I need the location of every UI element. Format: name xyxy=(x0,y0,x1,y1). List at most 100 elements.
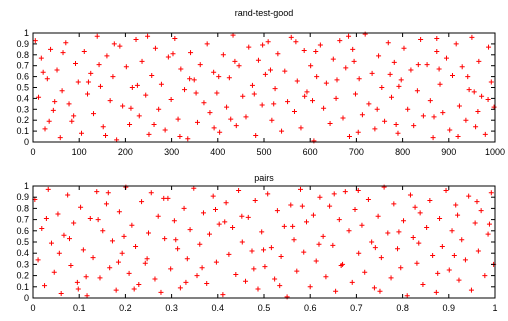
data-point xyxy=(194,273,200,279)
data-point xyxy=(446,267,452,273)
data-point xyxy=(418,37,424,43)
data-point xyxy=(362,31,368,37)
data-point xyxy=(408,67,414,73)
data-point xyxy=(462,257,468,263)
y-tick-label: 0.5 xyxy=(16,83,29,93)
data-point xyxy=(293,39,299,45)
x-tick-label: 0.8 xyxy=(396,303,409,313)
data-point xyxy=(80,247,86,253)
data-point xyxy=(427,198,433,204)
data-point xyxy=(194,119,200,125)
data-point xyxy=(449,228,455,234)
data-point xyxy=(320,233,326,239)
data-point xyxy=(236,187,242,193)
data-point xyxy=(127,122,133,128)
data-point xyxy=(430,135,436,141)
data-point xyxy=(302,93,308,99)
y-tick-label: 0.1 xyxy=(16,126,29,136)
y-tick-label: 0.9 xyxy=(16,192,29,202)
data-point xyxy=(359,222,365,228)
data-point xyxy=(333,95,339,101)
data-point xyxy=(372,245,378,251)
data-point xyxy=(184,256,190,262)
data-point xyxy=(352,91,358,97)
data-point xyxy=(168,266,174,272)
data-point xyxy=(233,271,239,277)
data-point xyxy=(149,73,155,79)
data-point xyxy=(57,135,63,141)
data-point xyxy=(488,79,494,85)
data-point xyxy=(84,293,90,299)
data-point xyxy=(355,129,361,135)
data-point xyxy=(395,246,401,252)
data-point xyxy=(401,45,407,51)
data-point xyxy=(475,248,481,254)
data-point xyxy=(407,192,413,198)
y-tick-label: 0.3 xyxy=(16,259,29,269)
data-point xyxy=(199,265,205,271)
data-point xyxy=(333,288,339,294)
data-point xyxy=(443,55,449,61)
data-point xyxy=(121,233,127,239)
data-point xyxy=(162,127,168,133)
data-point xyxy=(40,69,46,75)
data-point xyxy=(212,207,218,213)
data-point xyxy=(224,104,230,110)
data-point xyxy=(365,196,371,202)
data-point xyxy=(129,85,135,90)
data-point xyxy=(255,286,261,292)
x-tick-label: 1000 xyxy=(485,147,505,157)
data-point xyxy=(375,213,381,219)
data-point xyxy=(66,101,72,107)
data-point xyxy=(372,126,378,132)
data-point xyxy=(107,98,113,104)
data-point xyxy=(466,193,472,199)
data-point xyxy=(379,85,385,90)
data-point xyxy=(284,294,290,300)
data-point xyxy=(323,274,329,280)
data-point xyxy=(35,257,41,263)
data-point xyxy=(420,113,426,119)
y-tick-label: 0.9 xyxy=(16,39,29,49)
data-point xyxy=(451,252,457,258)
x-tick-label: 400 xyxy=(210,147,225,157)
data-point xyxy=(304,219,310,225)
data-point xyxy=(172,35,178,41)
data-point xyxy=(414,260,420,266)
data-point xyxy=(281,223,287,229)
data-point xyxy=(389,94,395,100)
data-point xyxy=(437,215,443,221)
data-point xyxy=(243,114,249,120)
data-point xyxy=(449,73,455,79)
data-point xyxy=(310,98,316,104)
x-tick-label: 900 xyxy=(441,147,456,157)
data-point xyxy=(233,123,239,129)
data-point xyxy=(398,265,404,271)
data-point xyxy=(116,209,122,215)
data-point xyxy=(346,33,352,39)
data-point xyxy=(191,77,197,83)
data-point xyxy=(162,236,168,242)
data-point xyxy=(259,229,265,235)
data-point xyxy=(396,229,402,235)
data-point xyxy=(249,82,255,88)
data-point xyxy=(255,57,261,63)
data-point xyxy=(327,203,333,209)
data-point xyxy=(317,42,323,48)
data-point xyxy=(42,126,48,132)
data-point xyxy=(440,110,446,116)
data-point xyxy=(463,117,469,123)
plot-frame xyxy=(32,32,496,143)
data-point xyxy=(433,289,439,295)
data-point xyxy=(436,66,442,72)
data-point xyxy=(110,74,116,80)
data-point xyxy=(304,89,310,95)
data-point xyxy=(114,137,120,143)
y-tick-label: 0.8 xyxy=(16,203,29,213)
data-point xyxy=(187,227,193,233)
data-point xyxy=(71,113,77,119)
data-point xyxy=(288,202,294,208)
data-point xyxy=(486,221,492,227)
data-point xyxy=(105,190,111,196)
